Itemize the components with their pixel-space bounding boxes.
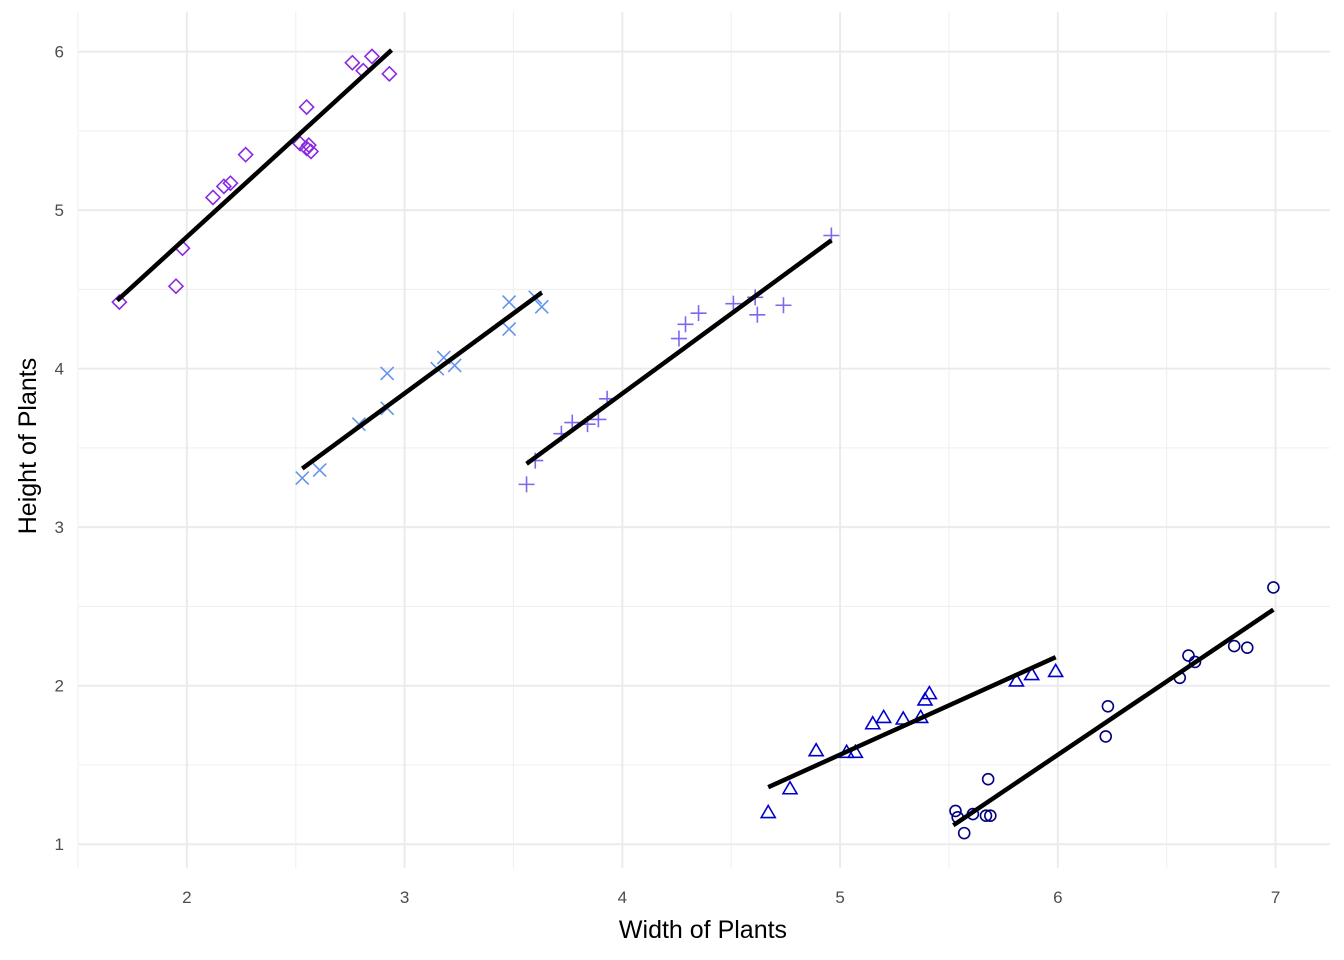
regression-line [300,290,544,471]
data-point [1101,700,1115,713]
regression-line [767,655,1057,790]
data-point [690,305,707,322]
data-point [749,306,766,323]
data-point [312,463,327,478]
data-point [979,809,993,822]
data-point [775,297,792,314]
data-point [502,321,517,337]
data-point [502,295,517,310]
data-point [518,476,535,493]
data-point [1099,730,1113,743]
data-points [111,48,1280,840]
data-point [295,470,310,486]
data-point [380,366,395,381]
y-tick-label: 3 [55,518,64,537]
data-point [344,54,361,71]
data-point [302,143,320,160]
data-point [222,175,239,192]
data-point [949,804,962,818]
x-tick-labels: 2 3 4 5 6 7 [182,888,1280,907]
regression-lines [115,48,1275,828]
x-tick-label: 6 [1053,888,1062,907]
data-point [1188,655,1202,669]
data-point [300,137,317,154]
data-point [1267,581,1280,594]
data-point [670,330,687,347]
y-tick-labels: 1 2 3 4 5 6 [55,43,64,855]
data-point [725,295,742,312]
x-tick-label: 4 [618,888,627,907]
data-point [875,708,893,724]
data-point [957,826,971,840]
x-tick-label: 7 [1271,888,1280,907]
data-point [981,772,995,786]
data-point [204,189,222,206]
y-tick-label: 1 [55,835,64,854]
x-tick-label: 3 [400,888,409,907]
data-point [363,48,381,65]
data-point [920,685,938,700]
minor-gridlines [77,12,1330,868]
regression-line [115,48,394,303]
major-gridlines [78,12,1330,868]
y-tick-label: 5 [55,201,64,220]
data-point [298,98,315,116]
regression-line [952,607,1275,828]
y-tick-label: 6 [55,43,64,62]
x-tick-label: 2 [182,888,191,907]
data-point [759,803,777,819]
data-point [167,278,185,295]
y-tick-label: 2 [55,677,64,696]
data-point [807,742,825,757]
data-point [381,65,398,82]
y-axis-title: Height of Plants [14,358,42,535]
x-axis-title: Width of Plants [619,916,787,944]
data-point [237,146,254,163]
data-point [1008,672,1025,687]
regression-line [525,238,833,466]
y-tick-label: 4 [55,360,64,379]
data-point [590,411,607,428]
data-point [1023,666,1041,681]
data-point [111,293,128,311]
data-point [534,299,549,314]
data-point [1182,649,1195,662]
data-point [1240,641,1254,654]
data-point [677,316,694,333]
data-point [1047,662,1065,678]
data-point [1227,639,1241,653]
data-point [781,780,799,795]
data-point [215,178,233,195]
data-point [984,809,997,822]
x-tick-label: 5 [835,888,844,907]
